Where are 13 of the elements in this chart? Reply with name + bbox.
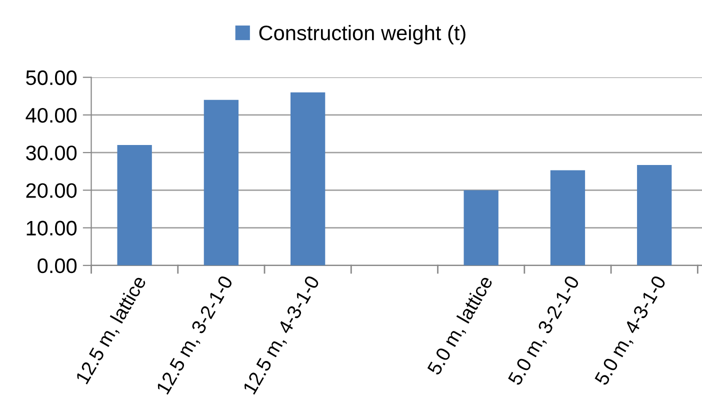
y-tick-label: 30.00 [26,146,77,160]
y-tick-label: 0.00 [38,258,77,274]
bar [290,92,326,266]
y-tick-label: 50.00 [26,70,77,86]
bar [464,190,498,266]
y-tick-label: 10.00 [26,220,77,236]
bar [204,100,239,266]
bar [117,145,152,266]
bar [550,170,586,266]
y-tick-label: 40.00 [26,108,77,123]
bar [637,164,672,266]
y-tick-label: 20.00 [26,183,77,198]
legend-label: Construction weight (t) [259,25,466,44]
